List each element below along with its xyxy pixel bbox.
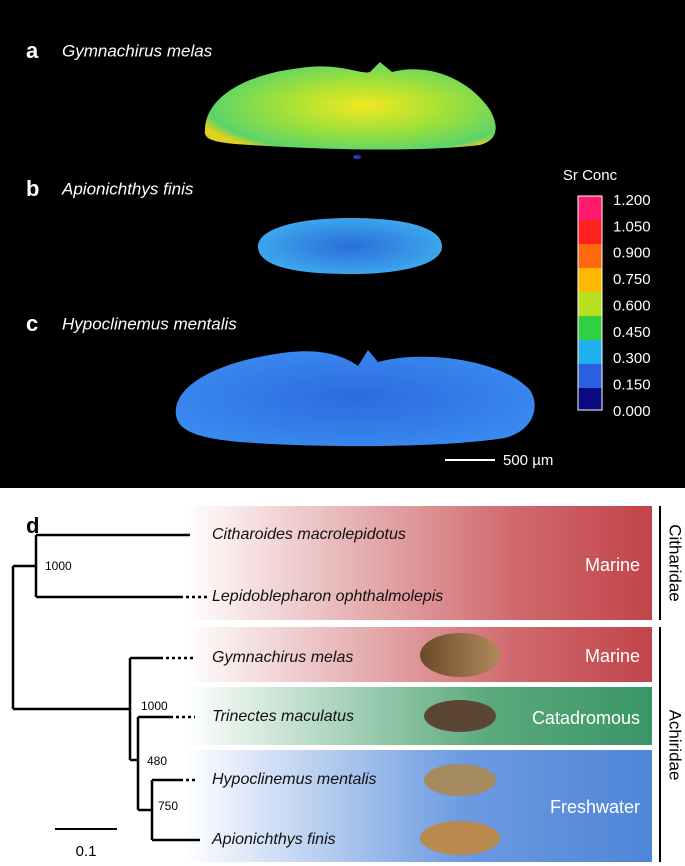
colorbar-frame bbox=[577, 195, 603, 411]
colorbar-tick-label: 0.000 bbox=[613, 403, 651, 420]
colorbar-segment bbox=[578, 364, 602, 388]
colorbar-segment bbox=[578, 220, 602, 244]
colorbar-tick-label: 0.450 bbox=[613, 324, 651, 341]
taxon: Hypoclinemus mentalis bbox=[212, 771, 377, 788]
support-value: 1000 bbox=[141, 699, 168, 713]
habitat-box bbox=[185, 687, 652, 745]
colorbar-tick-label: 0.600 bbox=[613, 297, 651, 314]
fish-photo bbox=[420, 821, 500, 855]
tree-scale-label: 0.1 bbox=[76, 843, 97, 860]
family-label: Achiridae bbox=[666, 710, 685, 781]
colorbar-tick-label: 1.050 bbox=[613, 218, 651, 235]
colorbar-segment bbox=[578, 268, 602, 292]
fish-photo bbox=[424, 764, 496, 796]
otolith bbox=[204, 62, 496, 150]
family-label: Citharidae bbox=[666, 524, 685, 602]
branches bbox=[11, 533, 200, 842]
taxon: Citharoides macrolepidotus bbox=[212, 526, 406, 543]
colorbar-segment bbox=[578, 244, 602, 268]
fish-photo bbox=[424, 700, 496, 732]
habitat-label: Catadromous bbox=[532, 708, 640, 728]
colorbar-segment bbox=[578, 196, 602, 220]
habitat-box bbox=[185, 627, 652, 682]
taxon: Apionichthys finis bbox=[211, 831, 336, 848]
taxon: Gymnachirus melas bbox=[212, 649, 353, 666]
fish-photo bbox=[420, 633, 500, 677]
colorbar-segment bbox=[578, 340, 602, 364]
colorbar-segment bbox=[578, 388, 602, 410]
branch-ext bbox=[160, 595, 210, 782]
species-name: Gymnachirus melas bbox=[62, 41, 213, 60]
otolith bbox=[257, 218, 443, 274]
support-value: 1000 bbox=[45, 559, 72, 573]
panel-letter: a bbox=[26, 38, 39, 63]
panel-letter: b bbox=[26, 176, 39, 201]
colorbar-tick-label: 0.300 bbox=[613, 350, 651, 367]
support-value: 750 bbox=[158, 799, 178, 813]
support-value: 480 bbox=[147, 754, 167, 768]
colorbar-segment bbox=[578, 316, 602, 340]
taxon: Trinectes maculatus bbox=[212, 708, 354, 725]
scale-label: 500 µm bbox=[503, 452, 553, 469]
tree bbox=[11, 533, 210, 842]
panel-letter: c bbox=[26, 311, 38, 336]
habitat-box bbox=[185, 506, 652, 620]
taxon: Lepidoblepharon ophthalmolepis bbox=[212, 588, 443, 605]
colorbar-tick-label: 0.750 bbox=[613, 271, 651, 288]
habitat-label: Marine bbox=[585, 646, 640, 666]
otolith bbox=[175, 350, 535, 447]
colorbar-tick-label: 0.150 bbox=[613, 377, 651, 394]
colorbar-title: Sr Conc bbox=[563, 167, 618, 184]
habitat-label: Freshwater bbox=[550, 797, 640, 817]
colorbar-tick-label: 1.200 bbox=[613, 192, 651, 209]
species-name: Apionichthys finis bbox=[61, 179, 194, 198]
panel-letter: d bbox=[26, 513, 39, 538]
species-name: Hypoclinemus mentalis bbox=[62, 314, 237, 333]
habitat-label: Marine bbox=[585, 555, 640, 575]
otolith-fragment bbox=[353, 155, 361, 159]
colorbar-tick-label: 0.900 bbox=[613, 245, 651, 262]
habitat-box bbox=[185, 750, 652, 862]
colorbar bbox=[577, 195, 603, 411]
colorbar-segment bbox=[578, 292, 602, 316]
